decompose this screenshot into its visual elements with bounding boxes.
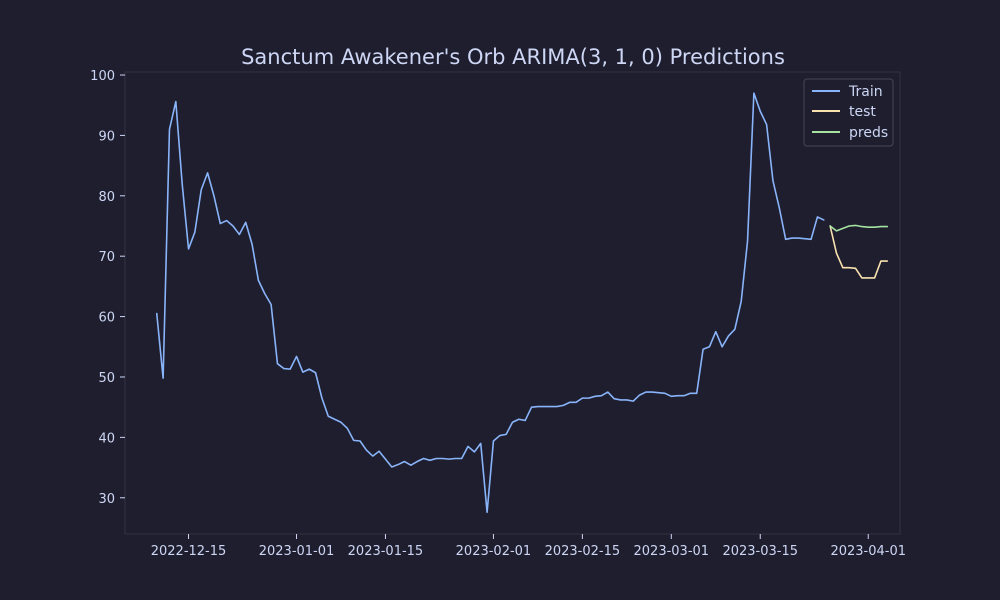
legend-label-test: test (849, 104, 876, 120)
x-tick-label: 2022-12-15 (151, 544, 227, 559)
x-axis: 2022-12-15 2023-01-01 2023-01-15 2023-02-01… (151, 534, 906, 559)
x-tick-label: 2023-01-01 (259, 544, 335, 559)
x-tick-label: 2023-02-15 (545, 544, 621, 559)
y-tick-label: 90 (98, 129, 115, 144)
y-tick-label: 40 (98, 431, 115, 446)
y-tick-label: 100 (90, 69, 115, 84)
plot-area (124, 71, 901, 535)
legend-label-preds: preds (849, 125, 888, 141)
x-tick-label: 2023-03-01 (634, 544, 710, 559)
legend-label-train: Train (848, 84, 883, 100)
series-layer (155, 92, 889, 514)
legend: Train test preds (803, 78, 894, 147)
y-tick-label: 60 (98, 311, 115, 326)
x-tick-label: 2023-03-15 (722, 544, 798, 559)
legend-box (803, 78, 894, 147)
series-line-train (155, 92, 825, 514)
series-line-preds (829, 224, 889, 232)
y-tick-label: 70 (98, 250, 115, 265)
x-tick-label: 2023-02-01 (456, 544, 532, 559)
x-tick-label: 2023-01-15 (348, 544, 424, 559)
y-tick-label: 80 (98, 190, 115, 205)
x-tick-label: 2023-04-01 (830, 544, 906, 559)
y-axis: 30 40 50 60 70 80 90 100 (90, 69, 125, 507)
chart-title: Sanctum Awakener's Orb ARIMA(3, 1, 0) Pr… (241, 45, 785, 69)
y-tick-label: 30 (98, 492, 115, 507)
y-tick-label: 50 (98, 371, 115, 386)
series-line-test (829, 225, 889, 279)
